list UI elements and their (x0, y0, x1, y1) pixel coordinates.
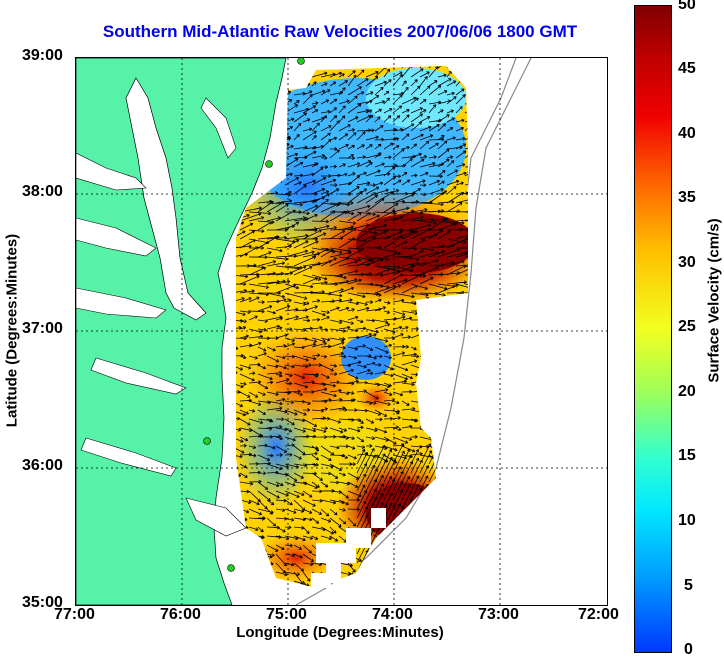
colorbar-tick: 0 (684, 641, 693, 658)
colorbar-tick: 35 (678, 189, 696, 206)
colorbar-tick: 30 (678, 254, 696, 271)
y-tick: 39:00 (22, 47, 63, 64)
station-marker (227, 564, 235, 572)
y-tick: 38:00 (22, 183, 63, 200)
x-tick: 73:00 (478, 606, 519, 623)
station-marker (297, 58, 305, 65)
map-svg (76, 58, 607, 605)
x-tick: 72:00 (578, 606, 619, 623)
x-tick: 74:00 (372, 606, 413, 623)
colorbar-tick: 50 (678, 0, 696, 13)
colorbar-tick: 5 (684, 577, 693, 594)
map-title: Southern Mid-Atlantic Raw Velocities 200… (102, 22, 578, 41)
y-tick: 36:00 (22, 457, 63, 474)
land-mass (76, 58, 287, 605)
station-marker (265, 160, 273, 168)
colorbar-label: Surface Velocity (cm/s) (705, 218, 723, 383)
map-plot-area (75, 57, 608, 606)
velocity-field (236, 66, 468, 588)
colorbar-tick: 45 (678, 60, 696, 77)
colorbar-tick: 25 (678, 318, 696, 335)
colorbar-tick: 40 (678, 125, 696, 142)
colorbar-tick: 20 (678, 383, 696, 400)
colorbar-tick: 10 (678, 512, 696, 529)
x-tick: 77:00 (54, 606, 95, 623)
colorbar (634, 5, 672, 653)
y-tick: 37:00 (22, 320, 63, 337)
x-axis-label: Longitude (Degrees:Minutes) (236, 624, 444, 641)
bay-water (125, 77, 207, 321)
station-marker (203, 437, 211, 445)
x-tick: 76:00 (160, 606, 201, 623)
x-tick: 75:00 (266, 606, 307, 623)
y-tick: 35:00 (22, 594, 63, 611)
colorbar-tick: 15 (678, 447, 696, 464)
grid-lines (76, 58, 607, 605)
y-axis-label: Latitude (Degrees:Minutes) (3, 233, 21, 428)
